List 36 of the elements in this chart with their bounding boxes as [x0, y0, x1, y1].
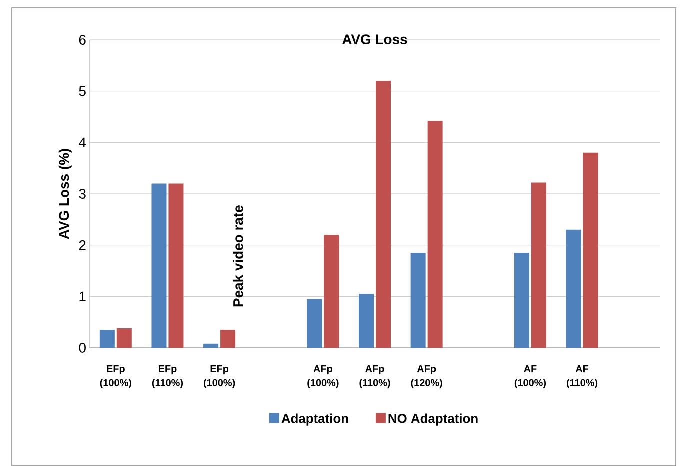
bar	[428, 121, 443, 348]
x-tick-label: AFp (100%)	[308, 366, 339, 388]
bar	[514, 253, 530, 348]
bar	[152, 184, 167, 348]
legend-label: NO Adaptation	[388, 414, 478, 426]
bar	[220, 330, 236, 348]
bar	[307, 299, 322, 348]
x-tick-label: AFp (110%)	[360, 366, 390, 388]
y-tick-label: 0	[79, 343, 86, 353]
x-tick-label: EFp (100%)	[100, 366, 132, 388]
x-tick-label: EFp (110%)	[152, 366, 184, 388]
chart-title: AVG Loss	[342, 34, 408, 45]
bar	[410, 253, 426, 348]
legend-label: Adaptation	[282, 414, 348, 426]
x-tick-label: AFp (120%)	[411, 366, 442, 388]
bar	[583, 152, 598, 348]
y-tick-label: 4	[79, 138, 86, 148]
bar	[359, 294, 374, 348]
bar	[566, 230, 582, 348]
bar	[116, 328, 132, 348]
x-tick-label: AF (110%)	[566, 366, 598, 388]
bar	[204, 344, 219, 348]
y-tick-label: 6	[79, 35, 86, 45]
y-axis-title: AVG Loss (%)	[58, 149, 72, 240]
x-tick-label: AF (100%)	[514, 366, 546, 388]
y-tick-label: 3	[79, 189, 86, 199]
bar	[100, 330, 115, 348]
y-tick-label: 2	[79, 240, 86, 250]
x-tick-label: EFp (100%)	[204, 366, 236, 388]
bar	[324, 235, 340, 348]
y-tick-label: 1	[80, 292, 86, 302]
y-tick-label: 5	[79, 86, 86, 96]
annotation: Peak video rate	[233, 206, 244, 307]
bar	[376, 81, 391, 348]
bar	[531, 182, 546, 348]
bar	[168, 184, 184, 348]
